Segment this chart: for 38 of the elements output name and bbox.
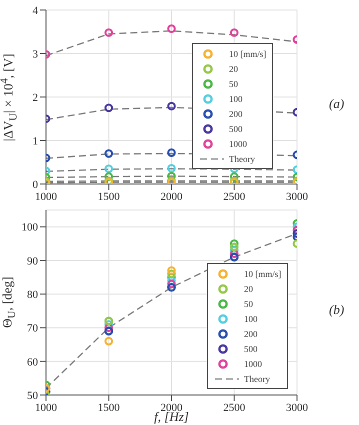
legend-label: 1000	[229, 138, 247, 148]
legend-label: Theory	[229, 154, 255, 164]
y-tick-label: 50	[27, 390, 38, 402]
y-tick-label: 60	[27, 356, 38, 368]
x-tick-label: 3000	[286, 190, 308, 203]
legend-label: 1000	[244, 358, 262, 368]
x-tick-label: 1500	[98, 190, 120, 203]
legend-label: 20	[229, 64, 238, 74]
y-tick-label: 70	[27, 322, 38, 335]
y-tick-label: 0	[32, 178, 38, 191]
legend-label: 20	[244, 284, 253, 294]
legend-label: 500	[244, 344, 258, 354]
y-tick-label: 80	[27, 288, 38, 301]
text: (a)	[329, 96, 344, 112]
legend-label: Theory	[244, 374, 270, 384]
legend-label: 500	[229, 124, 242, 134]
legend-label: 100	[229, 94, 242, 104]
x-tick-label: 2500	[223, 190, 246, 203]
x-tick-label: 1000	[35, 402, 58, 414]
legend-label: 10 [mm/s]	[244, 268, 282, 278]
x-tick-label: 2000	[160, 190, 183, 203]
legend-label: 50	[229, 78, 238, 88]
y-tick-label: 90	[27, 255, 38, 268]
legend-label: 10 [mm/s]	[229, 48, 266, 58]
x-tick-label: 1000	[35, 190, 58, 203]
x-tick-label: 3000	[286, 402, 308, 414]
y-tick-label: 100	[22, 222, 38, 234]
x-tick-label: 1500	[98, 402, 120, 414]
y-tick-label: 4	[32, 4, 38, 17]
y-tick-label: 1	[32, 135, 38, 148]
y-tick-label: 3	[32, 48, 38, 60]
legend-label: 50	[244, 298, 253, 308]
legend-label: 100	[244, 314, 258, 324]
text: (b)	[329, 302, 344, 318]
x-tick-label: 2500	[223, 402, 246, 414]
legend-label: 200	[244, 328, 258, 338]
legend-label: 200	[229, 108, 242, 118]
y-tick-label: 2	[32, 92, 38, 104]
